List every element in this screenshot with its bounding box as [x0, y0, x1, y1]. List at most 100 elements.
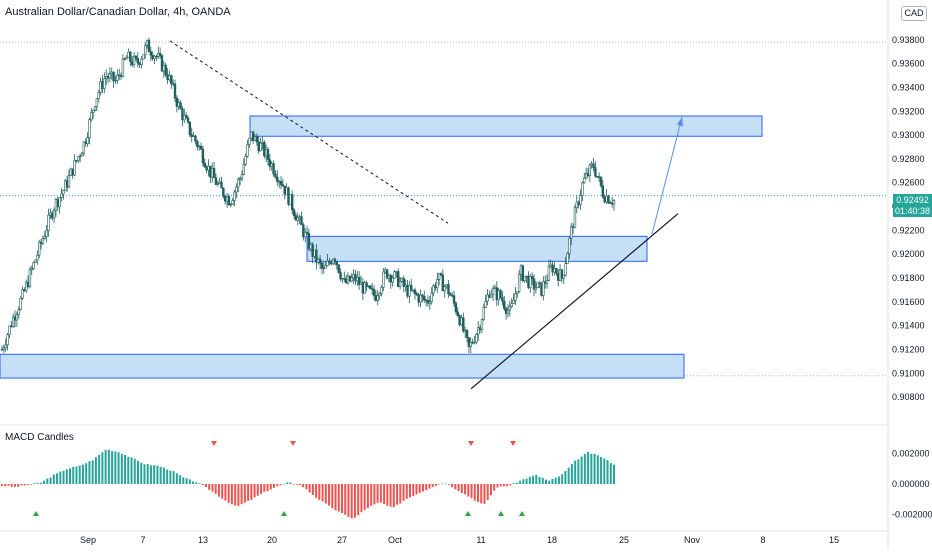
candle-body	[330, 262, 333, 265]
candle-body	[125, 57, 128, 60]
candle-body	[549, 264, 552, 267]
candle-body	[240, 174, 244, 179]
macd-buy-marker	[33, 511, 39, 516]
candle-body	[121, 58, 125, 77]
candle-body	[175, 97, 179, 107]
candle-body	[184, 115, 188, 119]
candle-body	[540, 282, 543, 296]
price-zone	[306, 235, 648, 262]
candle-body	[255, 136, 259, 143]
time-tick-label: Oct	[388, 535, 403, 545]
candle-body	[356, 277, 359, 282]
macd-bar	[81, 464, 84, 485]
macd-bar	[56, 473, 59, 485]
candle-body	[91, 109, 95, 113]
macd-bar	[250, 484, 253, 500]
candle-body	[458, 315, 461, 325]
candle-body	[610, 202, 614, 205]
candle-body	[131, 61, 134, 66]
macd-bar	[600, 457, 603, 485]
candle-body	[51, 212, 54, 219]
macd-bar	[273, 484, 275, 488]
macd-bar	[548, 480, 551, 485]
macd-bar	[541, 478, 544, 485]
candle-body	[562, 274, 565, 279]
candle-body	[463, 329, 467, 332]
candle-body	[590, 163, 593, 166]
macd-bar	[341, 484, 343, 514]
macd-bar	[315, 484, 318, 498]
candle-body	[6, 334, 9, 346]
macd-bar	[98, 454, 101, 485]
candle-body	[212, 168, 216, 179]
candle-body	[283, 185, 286, 195]
projection-arrow-line	[651, 117, 683, 235]
macd-bar	[596, 455, 599, 485]
macd-bar	[192, 481, 195, 485]
candle-body	[309, 244, 312, 250]
macd-bar	[227, 484, 230, 503]
candle-body	[411, 289, 415, 292]
candle-body	[516, 291, 519, 294]
candle-body	[445, 284, 448, 287]
time-tick-label: 13	[198, 535, 208, 545]
macd-bar	[486, 484, 489, 500]
candle-body	[315, 249, 318, 263]
price-tick-label: 0.93000	[892, 130, 925, 140]
candle-body	[227, 196, 231, 206]
macd-tick-label: 0.000000	[892, 479, 930, 489]
macd-bar	[389, 484, 392, 507]
candle-body	[480, 319, 484, 330]
candle-body	[13, 316, 17, 321]
candle-body	[106, 76, 110, 79]
candle-body	[495, 287, 499, 301]
candle-body	[556, 272, 560, 281]
macd-bar	[444, 483, 447, 485]
macd-bar	[373, 484, 376, 505]
candle-body	[543, 281, 547, 284]
macd-bar	[499, 484, 502, 487]
candle-body	[294, 215, 298, 221]
macd-bar	[279, 484, 282, 486]
time-tick-label: 8	[760, 535, 765, 545]
candle-body	[54, 199, 58, 211]
macd-buy-marker	[465, 511, 471, 516]
macd-bar	[470, 484, 473, 499]
macd-bar	[107, 449, 110, 485]
candle-body	[144, 45, 147, 56]
candle-body	[532, 278, 536, 290]
candle-body	[155, 56, 158, 58]
macd-bar	[240, 484, 243, 505]
macd-bar	[26, 484, 29, 485]
macd-bar	[454, 484, 457, 490]
candle-body	[357, 277, 361, 285]
candle-body	[272, 163, 275, 175]
macd-bar	[133, 458, 136, 485]
macd-bar	[46, 478, 49, 485]
candle-body	[439, 273, 443, 276]
macd-sell-marker	[468, 441, 474, 446]
candle-body	[209, 165, 212, 178]
candle-body	[410, 285, 413, 291]
candle-body	[30, 268, 33, 271]
candle-body	[112, 71, 115, 82]
macd-bar	[538, 476, 541, 485]
macd-sell-marker	[290, 441, 296, 446]
macd-bar	[75, 466, 78, 485]
candle-body	[218, 181, 221, 184]
macd-bar	[545, 479, 547, 485]
currency-badge[interactable]: CAD	[901, 6, 927, 21]
candle-body	[359, 282, 363, 285]
candle-body	[530, 275, 534, 280]
price-tick-label: 0.91600	[892, 297, 925, 307]
candle-body	[350, 277, 353, 282]
candle-body	[333, 258, 337, 263]
candle-body	[242, 163, 246, 175]
candle-body	[514, 293, 517, 301]
candle-body	[24, 281, 28, 291]
macd-bar	[185, 478, 188, 485]
candle-body	[196, 140, 199, 147]
candle-body	[341, 278, 344, 280]
